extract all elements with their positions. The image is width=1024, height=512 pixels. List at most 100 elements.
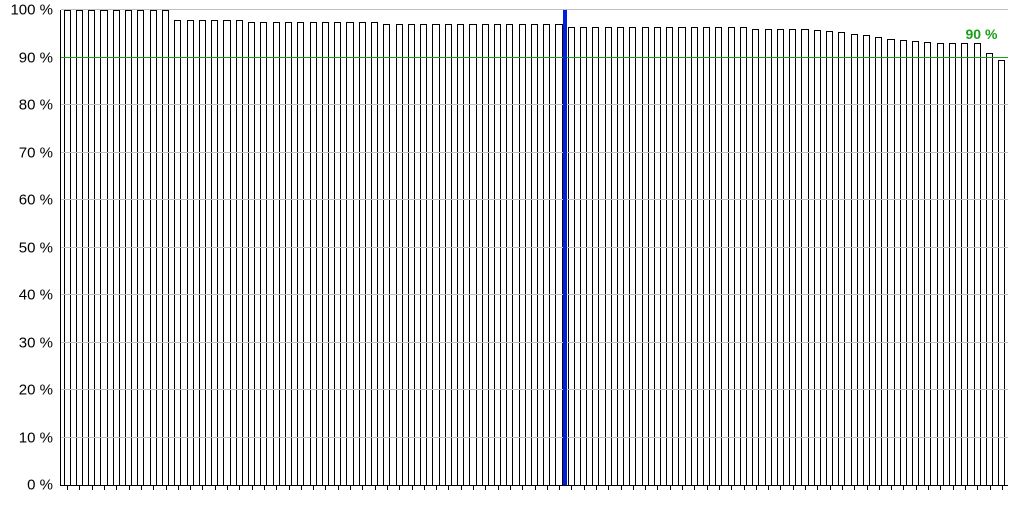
bar-slot — [713, 10, 725, 485]
y-axis-label: 60 % — [19, 192, 61, 209]
x-tick — [879, 485, 880, 490]
bar — [887, 39, 894, 486]
bar-slot — [307, 10, 319, 485]
bar-slot — [762, 10, 774, 485]
bar-slot — [209, 10, 221, 485]
bar-slot — [541, 10, 553, 485]
bar-slot — [270, 10, 282, 485]
bar-slot — [467, 10, 479, 485]
bar — [150, 10, 157, 485]
y-axis-label: 0 % — [27, 477, 61, 494]
x-tick — [903, 485, 904, 490]
bar-slot — [221, 10, 233, 485]
bar-slot — [750, 10, 762, 485]
bar-slot — [122, 10, 134, 485]
bar — [531, 24, 538, 485]
bar — [371, 22, 378, 485]
x-tick — [682, 485, 683, 490]
bar — [199, 20, 206, 486]
bar — [605, 27, 612, 485]
bar — [728, 27, 735, 485]
x-tick — [473, 485, 474, 490]
bar-slot — [725, 10, 737, 485]
bar — [924, 42, 931, 485]
x-tick — [744, 485, 745, 490]
bar — [506, 24, 513, 485]
bar — [863, 35, 870, 485]
bar — [162, 10, 169, 485]
x-tick — [141, 485, 142, 490]
y-axis-label: 100 % — [10, 2, 61, 19]
x-tick — [633, 485, 634, 490]
bar — [949, 43, 956, 485]
bar — [236, 20, 243, 486]
bar-slot — [61, 10, 73, 485]
bar — [678, 27, 685, 485]
bar — [457, 24, 464, 485]
bar-slot — [651, 10, 663, 485]
x-tick — [362, 485, 363, 490]
bar-slot — [528, 10, 540, 485]
bar — [617, 27, 624, 485]
x-tick — [953, 485, 954, 490]
x-tick — [522, 485, 523, 490]
bar-slot — [368, 10, 380, 485]
bar-slot — [946, 10, 958, 485]
bar — [642, 27, 649, 485]
bar — [900, 40, 907, 485]
bar — [580, 27, 587, 485]
x-tick — [289, 485, 290, 490]
bar-slot — [245, 10, 257, 485]
x-tick — [264, 485, 265, 490]
bar — [765, 29, 772, 485]
x-tick — [116, 485, 117, 490]
x-tick — [621, 485, 622, 490]
bar — [310, 22, 317, 485]
bar — [875, 37, 882, 485]
x-tick — [79, 485, 80, 490]
bar-slot — [934, 10, 946, 485]
bar-slot — [590, 10, 602, 485]
bar-slot — [479, 10, 491, 485]
bar-slot — [98, 10, 110, 485]
x-tick — [584, 485, 585, 490]
bar — [937, 43, 944, 485]
x-tick — [608, 485, 609, 490]
bar — [814, 30, 821, 485]
bar-slot — [676, 10, 688, 485]
bar-slot — [959, 10, 971, 485]
x-tick — [399, 485, 400, 490]
bar-slot — [405, 10, 417, 485]
x-tick — [965, 485, 966, 490]
y-axis-label: 50 % — [19, 239, 61, 256]
bar-slot — [553, 10, 565, 485]
bar — [998, 60, 1005, 485]
bar — [125, 10, 132, 485]
bar-slot — [356, 10, 368, 485]
bar-slot — [504, 10, 516, 485]
bar — [961, 43, 968, 485]
bar-slot — [836, 10, 848, 485]
x-tick — [325, 485, 326, 490]
bar — [408, 24, 415, 485]
x-tick — [276, 485, 277, 490]
x-tick — [67, 485, 68, 490]
bar — [322, 22, 329, 485]
bar — [592, 27, 599, 485]
bar — [346, 22, 353, 485]
x-tick — [424, 485, 425, 490]
bar-slot — [430, 10, 442, 485]
x-tick — [916, 485, 917, 490]
bar-slot — [823, 10, 835, 485]
bar — [223, 20, 230, 486]
y-axis-label: 40 % — [19, 287, 61, 304]
bar — [494, 24, 501, 485]
x-tick — [756, 485, 757, 490]
bar-slot — [319, 10, 331, 485]
bar — [543, 24, 550, 485]
bar — [703, 27, 710, 485]
bar-slot — [971, 10, 983, 485]
bar-slot — [627, 10, 639, 485]
x-tick — [350, 485, 351, 490]
bar — [691, 27, 698, 485]
